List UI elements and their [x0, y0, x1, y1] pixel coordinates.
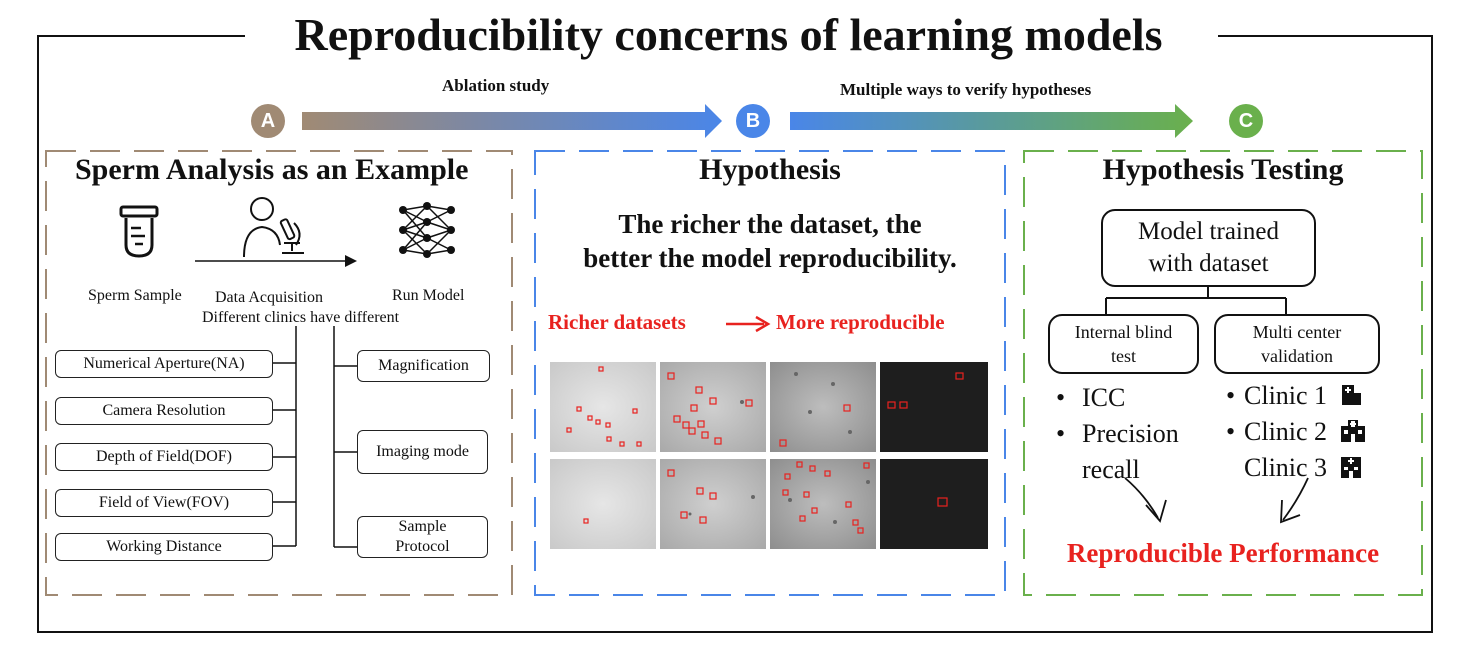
- model-trained-line-1: Model trained: [1138, 218, 1279, 245]
- factor-imaging-mode: Imaging mode: [357, 430, 488, 474]
- data-acquisition-label: Data Acquisition: [215, 289, 323, 306]
- clinic-list: • Clinic 1 • Clinic 2 Clinic 3: [1226, 378, 1366, 486]
- more-reproducible-label: More reproducible: [776, 310, 945, 334]
- bullet-icon: •: [1226, 417, 1236, 446]
- multi-line-2: validation: [1261, 346, 1333, 366]
- step-b-badge: B: [736, 104, 770, 138]
- bullet-icon: •: [1056, 383, 1066, 412]
- hospital-building-icon: [1340, 457, 1361, 478]
- clinic-building-icon: [1341, 385, 1361, 405]
- factor-working-distance: Working Distance: [55, 533, 273, 561]
- bullet-icon: •: [1056, 419, 1066, 448]
- richer-datasets-label: Richer datasets: [548, 310, 686, 334]
- metric-icc: ICC: [1082, 383, 1126, 412]
- clinic-3: Clinic 3: [1244, 453, 1328, 482]
- microscope-person-icon: [243, 197, 304, 258]
- step-c-badge: C: [1229, 104, 1263, 138]
- factor-numerical-aperture: Numerical Aperture(NA): [55, 350, 273, 378]
- hypothesis-statement: The richer the dataset, the better the m…: [535, 207, 1005, 275]
- factor-depth-of-field: Depth of Field(DOF): [55, 443, 273, 471]
- model-trained-line-2: with dataset: [1148, 250, 1269, 277]
- metric-recall: recall: [1082, 455, 1140, 484]
- test-tube-icon: [119, 205, 159, 258]
- factor-field-of-view: Field of View(FOV): [55, 489, 273, 517]
- microscopy-images: [550, 362, 988, 549]
- factor-camera-resolution: Camera Resolution: [55, 397, 273, 425]
- bullet-icon: •: [1226, 381, 1236, 410]
- neural-network-icon: [399, 202, 455, 258]
- hospital-icon: [1340, 420, 1365, 442]
- clinics-note: Different clinics have different: [202, 309, 400, 326]
- panel-c-title: Hypothesis Testing: [1102, 153, 1344, 186]
- factor-sample-protocol: Sample Protocol: [357, 516, 488, 558]
- factor-magnification: Magnification: [357, 350, 490, 382]
- ablation-study-label: Ablation study: [442, 76, 550, 95]
- verify-hypotheses-label: Multiple ways to verify hypotheses: [840, 80, 1092, 99]
- step-a-badge: A: [251, 104, 285, 138]
- reproducible-performance-label: Reproducible Performance: [1066, 538, 1380, 568]
- panel-b-title: Hypothesis: [699, 153, 841, 186]
- internal-blind-test-box: Internal blind test: [1048, 314, 1199, 374]
- clinic-1: Clinic 1: [1244, 381, 1328, 410]
- sperm-sample-label: Sperm Sample: [88, 287, 182, 304]
- hypothesis-line-2: better the model reproducibility.: [583, 243, 957, 273]
- metric-precision: Precision: [1082, 419, 1179, 448]
- internal-line-2: test: [1111, 346, 1136, 366]
- internal-line-1: Internal blind: [1074, 322, 1173, 342]
- long-arrow-icon: [726, 315, 771, 333]
- internal-metrics-list: • ICC • Precision recall: [1056, 380, 1179, 488]
- run-model-label: Run Model: [392, 287, 465, 304]
- model-trained-box: Model trained with dataset: [1101, 209, 1316, 287]
- multi-line-1: Multi center: [1252, 322, 1342, 342]
- clinic-2: Clinic 2: [1244, 417, 1328, 446]
- microscopy-image-grid: [550, 362, 990, 550]
- panel-a-title: Sperm Analysis as an Example: [75, 153, 469, 186]
- hypothesis-line-1: The richer the dataset, the: [618, 209, 922, 239]
- multi-center-validation-box: Multi center validation: [1214, 314, 1380, 374]
- page-title: Reproducibility concerns of learning mod…: [294, 9, 1163, 60]
